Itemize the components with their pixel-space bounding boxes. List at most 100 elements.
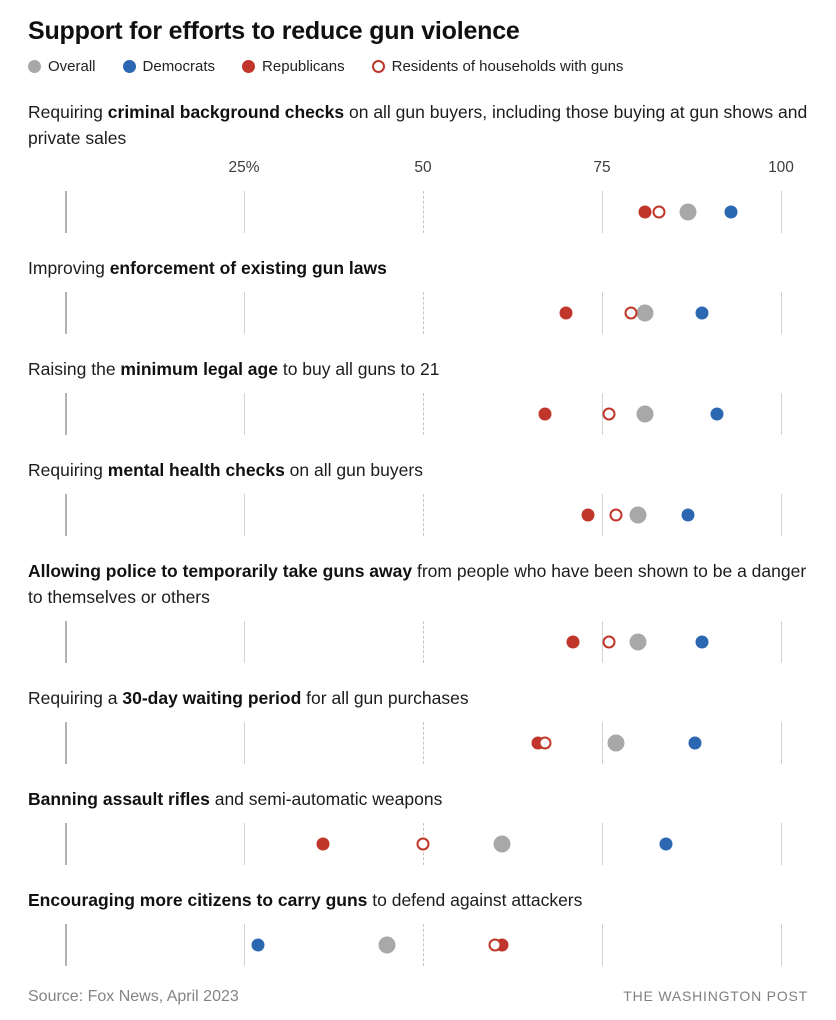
policy-section: Requiring mental health checks on all gu… [28, 457, 808, 536]
policy-label-part: Raising the [28, 359, 121, 379]
dot-gun-households [416, 837, 430, 851]
gridline-50 [423, 292, 424, 334]
gridline-75 [602, 722, 603, 764]
dot-gun-households [652, 205, 666, 219]
gridline-50 [423, 722, 424, 764]
dot-band [28, 823, 808, 865]
dot-democrats [251, 938, 265, 952]
policy-label: Requiring mental health checks on all gu… [28, 457, 808, 483]
policy-label-part: Requiring [28, 102, 108, 122]
policy-label-part: Requiring a [28, 688, 123, 708]
legend: Overall Democrats Republicans Residents of … [28, 56, 808, 77]
gridline-0 [65, 494, 67, 536]
policy-label-part: minimum legal age [120, 359, 278, 379]
policy-label: Requiring a 30-day waiting period for al… [28, 685, 808, 711]
dot-gun-households [602, 407, 616, 421]
gridline-100 [781, 823, 782, 865]
dot-overall [636, 304, 654, 322]
dot-republicans [559, 306, 573, 320]
legend-item-households: Residents of households with guns [371, 58, 623, 75]
policy-section: Improving enforcement of existing gun la… [28, 255, 808, 334]
gridline-75 [602, 191, 603, 233]
policy-label-part: Encouraging more citizens to carry guns [28, 890, 368, 910]
dot-republicans [638, 205, 652, 219]
footer: Source: Fox News, April 2023 THE WASHING… [28, 988, 808, 1006]
policy-label-part: on all gun buyers, including those buyin… [28, 102, 808, 148]
axis-tick-label: 50 [414, 159, 432, 176]
gridline-75 [602, 393, 603, 435]
policy-section: Banning assault rifles and semi-automati… [28, 786, 808, 865]
gridline-100 [781, 494, 782, 536]
dot-band [28, 722, 808, 764]
dot-republicans [316, 837, 330, 851]
dot-democrats [710, 407, 724, 421]
policy-label-part: Allowing police to temporarily take guns… [28, 561, 413, 581]
policy-label-part: for all gun purchases [301, 688, 469, 708]
dot-democrats [681, 508, 695, 522]
policy-section: Requiring a 30-day waiting period for al… [28, 685, 808, 764]
policy-label-part: 30-day waiting period [122, 688, 302, 708]
dot-gun-households [609, 508, 623, 522]
gridline-75 [602, 621, 603, 663]
gridline-75 [602, 292, 603, 334]
policy-label: Encouraging more citizens to carry guns … [28, 887, 808, 913]
source-note: Source: Fox News, April 2023 [28, 988, 239, 1005]
dot-democrats [695, 306, 709, 320]
dot-band [28, 621, 808, 663]
dot-overall [378, 936, 396, 954]
policy-label: Banning assault rifles and semi-automati… [28, 786, 808, 812]
gridline-75 [602, 494, 603, 536]
dot-band [28, 191, 808, 233]
dot-overall [493, 835, 511, 853]
legend-item-overall: Overall [28, 58, 96, 75]
policy-label-part: Improving [28, 258, 110, 278]
gridline-50 [423, 191, 424, 233]
gridline-100 [781, 924, 782, 966]
gridline-50 [423, 393, 424, 435]
dot-overall [636, 405, 654, 423]
dot-overall [629, 506, 647, 524]
policy-label: Improving enforcement of existing gun la… [28, 255, 808, 281]
legend-label: Democrats [142, 58, 216, 75]
gridline-0 [65, 191, 67, 233]
publisher-credit: THE WASHINGTON POST [623, 988, 808, 1004]
gridline-25 [244, 924, 245, 966]
dot-republicans [566, 635, 580, 649]
gridline-0 [65, 722, 67, 764]
gridline-0 [65, 393, 67, 435]
policy-label-part: mental health checks [107, 460, 285, 480]
gridline-100 [781, 621, 782, 663]
axis-tick-label: 25% [228, 159, 260, 176]
axis-header: 25% 50 75 100 [28, 159, 808, 180]
dot-democrats [695, 635, 709, 649]
policy-section: Encouraging more citizens to carry guns … [28, 887, 808, 966]
gridline-75 [602, 823, 603, 865]
dot-gun-households [538, 736, 552, 750]
policy-section: Allowing police to temporarily take guns… [28, 558, 808, 663]
gridline-0 [65, 924, 67, 966]
gridline-25 [244, 393, 245, 435]
dot-band [28, 292, 808, 334]
policy-label-part: to buy all guns to 21 [277, 359, 440, 379]
policy-section: Requiring criminal background checks on … [28, 99, 808, 233]
gridline-25 [244, 494, 245, 536]
gridline-100 [781, 722, 782, 764]
legend-label: Republicans [262, 58, 345, 75]
dot-gun-households [624, 306, 638, 320]
policy-label-part: from people who have been shown to be a … [28, 561, 807, 607]
gridline-0 [65, 621, 67, 663]
policy-label-part: and semi-automatic weapons [209, 789, 443, 809]
gridline-75 [602, 924, 603, 966]
legend-item-democrats: Democrats [122, 58, 216, 75]
democrats-dot-icon [122, 60, 136, 73]
policy-label: Raising the minimum legal age to buy all… [28, 356, 808, 382]
policy-label: Requiring criminal background checks on … [28, 99, 808, 151]
gridline-50 [423, 621, 424, 663]
page-title: Support for efforts to reduce gun violen… [28, 17, 520, 45]
gridline-25 [244, 292, 245, 334]
dot-gun-households [488, 938, 502, 952]
households-dot-icon [371, 60, 385, 73]
legend-label: Overall [48, 58, 96, 75]
policy-label-part: Requiring [28, 460, 108, 480]
policy-label-part: criminal background checks [107, 102, 345, 122]
